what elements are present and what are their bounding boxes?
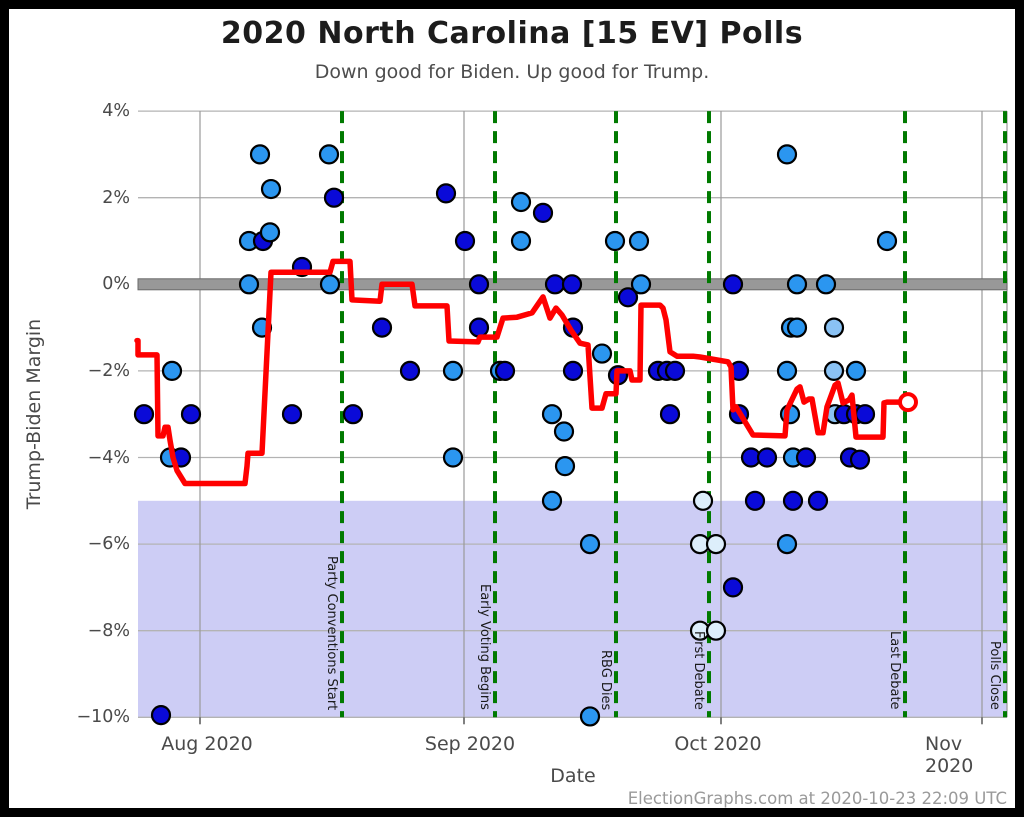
poll-dot	[442, 447, 464, 468]
poll-dot	[776, 533, 798, 555]
y-tick-label: −2%	[87, 360, 130, 381]
poll-dot	[776, 360, 798, 381]
poll-dot	[815, 274, 837, 295]
x-tick-label: Nov 2020	[925, 733, 974, 777]
poll-dot	[468, 274, 490, 295]
poll-dot	[604, 230, 626, 252]
poll-dot	[562, 360, 584, 381]
poll-dot	[579, 706, 601, 727]
event-label-text: Party Conventions Start	[324, 555, 339, 710]
poll-dot	[617, 287, 639, 308]
event-label-text: Polls Close	[987, 641, 1002, 710]
poll-dot	[454, 230, 476, 252]
poll-dot	[722, 274, 744, 295]
poll-dot	[510, 191, 532, 213]
poll-dot	[705, 533, 727, 555]
poll-dot	[553, 421, 575, 442]
poll-dot	[561, 274, 583, 295]
event-label: Party Conventions Start	[324, 111, 340, 710]
footer-credit: ElectionGraphs.com at 2020-10-23 22:09 U…	[627, 789, 1007, 808]
poll-dot	[510, 230, 532, 252]
trend-line	[134, 258, 906, 487]
event-label-text: Early Voting Begins	[477, 584, 492, 710]
event-label-text: First Debate	[691, 631, 706, 710]
poll-dot	[823, 360, 845, 381]
poll-dot	[807, 490, 829, 511]
x-tick-label: Sep 2020	[424, 733, 516, 755]
poll-dot	[845, 360, 867, 381]
poll-dot	[579, 533, 601, 555]
y-tick-label: −4%	[87, 447, 130, 468]
poll-dot	[591, 343, 613, 364]
poll-dot	[371, 317, 393, 338]
poll-dot	[249, 144, 271, 165]
poll-dot	[319, 274, 341, 295]
poll-dot	[342, 404, 364, 425]
event-label: First Debate	[691, 111, 707, 710]
poll-dot	[786, 317, 808, 338]
chart-subtitle: Down good for Biden. Up good for Trump.	[314, 61, 710, 83]
y-axis-label: Trump-Biden Margin	[23, 318, 45, 510]
poll-dot	[795, 447, 817, 468]
poll-dot	[849, 449, 871, 470]
poll-dot	[161, 360, 183, 381]
poll-dot	[399, 360, 421, 381]
event-label: Early Voting Begins	[477, 111, 493, 710]
y-tick-label: −6%	[87, 534, 130, 555]
x-tick-label: Oct 2020	[674, 733, 762, 755]
poll-dot	[541, 490, 563, 511]
poll-dot	[630, 274, 652, 295]
poll-dot	[554, 456, 576, 477]
y-tick-label: 0%	[102, 274, 130, 295]
biden-win-zone	[138, 500, 1007, 718]
poll-dot	[854, 404, 876, 425]
poll-dot	[281, 404, 303, 425]
poll-dot	[442, 360, 464, 381]
x-axis-label: Date	[550, 765, 596, 787]
poll-dot	[318, 144, 340, 165]
event-label-text: Last Debate	[887, 631, 902, 710]
poll-dot	[541, 404, 563, 425]
poll-dot	[628, 230, 650, 252]
poll-dot	[435, 183, 457, 204]
y-tick-label: 4%	[102, 101, 130, 122]
poll-dot	[150, 705, 172, 726]
poll-dot	[776, 144, 798, 165]
poll-dot	[823, 317, 845, 338]
poll-dot	[876, 230, 898, 252]
poll-dot	[664, 360, 686, 381]
poll-dot	[238, 274, 260, 295]
poll-dot	[532, 202, 554, 223]
y-tick-label: −10%	[76, 707, 130, 728]
poll-dot	[323, 187, 345, 208]
y-tick-label: 2%	[102, 187, 130, 208]
event-label: RBG Dies	[598, 111, 614, 710]
projection-endpoint	[898, 392, 918, 413]
poll-dot	[259, 222, 281, 243]
poll-dot	[756, 447, 778, 468]
poll-dot	[659, 404, 681, 425]
poll-dot	[705, 620, 727, 641]
x-tick-label: Aug 2020	[161, 733, 253, 755]
poll-dot	[180, 404, 202, 425]
chart-title: 2020 North Carolina [15 EV] Polls	[220, 16, 804, 51]
poll-dot	[782, 490, 804, 511]
poll-dot	[133, 404, 155, 425]
event-label: Last Debate	[887, 111, 903, 710]
poll-dot	[744, 490, 766, 511]
poll-dot	[786, 274, 808, 295]
event-label: Polls Close	[987, 111, 1003, 710]
y-tick-label: −8%	[87, 620, 130, 641]
poll-dot	[722, 577, 744, 598]
poll-dot	[260, 178, 282, 200]
poll-dot	[494, 360, 516, 381]
poll-dot	[692, 490, 714, 511]
poll-dot	[544, 274, 566, 295]
event-label-text: RBG Dies	[598, 649, 613, 710]
